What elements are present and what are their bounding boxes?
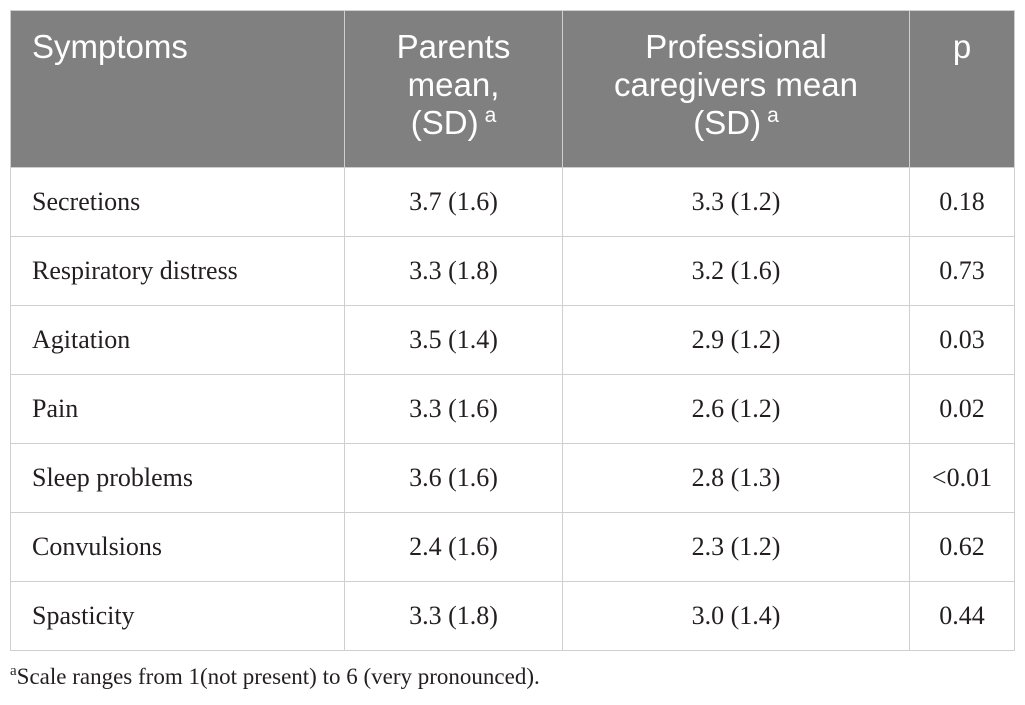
header-p-label: p [952,28,972,65]
table-header: Symptoms Parents mean, (SD) a Professiona… [10,10,1015,168]
cell-symptom: Agitation [10,305,345,375]
table-row: Pain 3.3 (1.6) 2.6 (1.2) 0.02 [10,374,1015,444]
footnote-marker: a [10,663,17,679]
header-parents-mean: Parents mean, (SD) a [344,10,563,168]
cell-parents-mean: 2.4 (1.6) [344,512,563,582]
header-symptoms-label: Symptoms [32,28,188,65]
cell-professional-mean: 2.9 (1.2) [562,305,910,375]
cell-symptom: Sleep problems [10,443,345,513]
cell-parents-mean: 3.6 (1.6) [344,443,563,513]
header-prof-line2: caregivers mean [614,66,858,103]
cell-professional-mean: 3.2 (1.6) [562,236,910,306]
header-parents-line2: mean, [407,66,500,103]
footnote-text: Scale ranges from 1(not present) to 6 (v… [16,664,540,689]
cell-p-value: 0.44 [909,581,1015,651]
cell-symptom: Convulsions [10,512,345,582]
cell-symptom: Pain [10,374,345,444]
cell-parents-mean: 3.5 (1.4) [344,305,563,375]
cell-symptom: Spasticity [10,581,345,651]
cell-p-value: 0.73 [909,236,1015,306]
cell-symptom: Respiratory distress [10,236,345,306]
cell-parents-mean: 3.3 (1.6) [344,374,563,444]
cell-parents-mean: 3.3 (1.8) [344,236,563,306]
table-footnote: aScale ranges from 1(not present) to 6 (… [10,663,540,690]
table-row: Secretions 3.7 (1.6) 3.3 (1.2) 0.18 [10,167,1015,237]
header-p-value: p [909,10,1015,168]
symptom-table-container: Symptoms Parents mean, (SD) a Professiona… [10,10,1015,651]
table-row: Agitation 3.5 (1.4) 2.9 (1.2) 0.03 [10,305,1015,375]
cell-p-value: 0.62 [909,512,1015,582]
table-body: Secretions 3.7 (1.6) 3.3 (1.2) 0.18 Resp… [10,167,1015,651]
cell-professional-mean: 2.6 (1.2) [562,374,910,444]
cell-professional-mean: 3.0 (1.4) [562,581,910,651]
header-prof-line3: (SD) [693,104,762,141]
cell-symptom: Secretions [10,167,345,237]
header-parents-line1: Parents [396,28,511,65]
cell-parents-mean: 3.7 (1.6) [344,167,563,237]
header-row: Symptoms Parents mean, (SD) a Professiona… [10,10,1015,168]
header-prof-footnote-marker: a [767,104,779,127]
cell-professional-mean: 3.3 (1.2) [562,167,910,237]
header-parents-line3: (SD) [410,104,479,141]
cell-p-value: <0.01 [909,443,1015,513]
cell-p-value: 0.02 [909,374,1015,444]
header-prof-line1: Professional [645,28,827,65]
table-row: Spasticity 3.3 (1.8) 3.0 (1.4) 0.44 [10,581,1015,651]
header-symptoms: Symptoms [10,10,345,168]
table-row: Sleep problems 3.6 (1.6) 2.8 (1.3) <0.01 [10,443,1015,513]
header-professional-mean: Professional caregivers mean (SD) a [562,10,910,168]
cell-professional-mean: 2.3 (1.2) [562,512,910,582]
cell-professional-mean: 2.8 (1.3) [562,443,910,513]
table-row: Convulsions 2.4 (1.6) 2.3 (1.2) 0.62 [10,512,1015,582]
cell-p-value: 0.18 [909,167,1015,237]
table-row: Respiratory distress 3.3 (1.8) 3.2 (1.6)… [10,236,1015,306]
cell-p-value: 0.03 [909,305,1015,375]
symptom-comparison-table: Symptoms Parents mean, (SD) a Professiona… [10,10,1015,651]
header-parents-footnote-marker: a [484,104,497,127]
cell-parents-mean: 3.3 (1.8) [344,581,563,651]
